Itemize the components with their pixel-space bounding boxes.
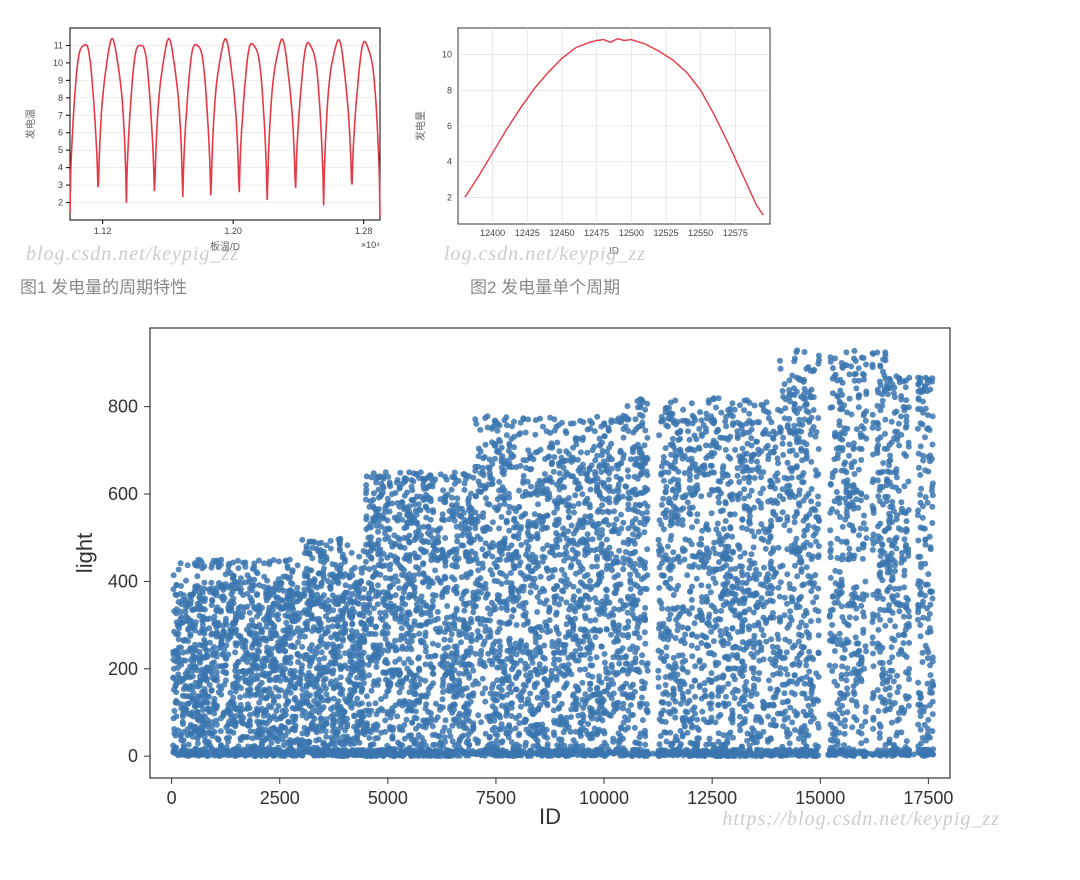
svg-text:1.28: 1.28 [355,226,373,236]
svg-text:9: 9 [58,75,63,85]
svg-text:10: 10 [53,58,63,68]
svg-text:12450: 12450 [549,228,574,238]
svg-text:12475: 12475 [584,228,609,238]
svg-text:17500: 17500 [903,788,953,808]
svg-text:6: 6 [447,121,452,131]
svg-text:7500: 7500 [476,788,516,808]
svg-text:2: 2 [447,192,452,202]
svg-text:ID: ID [539,804,561,829]
svg-text:4: 4 [447,157,452,167]
svg-text:600: 600 [108,484,138,504]
svg-text:8: 8 [58,93,63,103]
svg-text:11: 11 [54,40,63,50]
svg-text:3: 3 [58,180,63,190]
svg-text:2500: 2500 [260,788,300,808]
svg-text:6: 6 [58,128,63,138]
chart2-caption: 图2 发电量单个周期 [470,273,780,298]
svg-text:5000: 5000 [368,788,408,808]
svg-text:12550: 12550 [688,228,713,238]
chart1-svg: 2 3 4 5 6 7 8 9 10 11 1.12 1.20 1.28 ×10⁴ 发电温板温/D [20,20,390,260]
svg-text:10: 10 [442,50,452,60]
svg-text:ID: ID [609,246,619,257]
svg-text:5: 5 [58,145,63,155]
svg-text:10000: 10000 [579,788,629,808]
svg-text:×10⁴: ×10⁴ [361,240,380,250]
svg-text:1.20: 1.20 [224,226,242,236]
chart3-svg: 0 2500 5000 7500 10000 12500 15000 17500 0 200 400… [70,314,970,834]
svg-text:200: 200 [108,659,138,679]
svg-text:4: 4 [58,163,63,173]
svg-text:1.12: 1.12 [94,226,112,236]
svg-text:发电量: 发电量 [414,111,427,141]
svg-text:12500: 12500 [687,788,737,808]
chart1-caption: 图1 发电量的周期特性 [20,273,390,298]
svg-text:7: 7 [58,110,63,120]
svg-text:12400: 12400 [480,228,505,238]
svg-text:板温/D: 板温/D [210,240,240,253]
chart1-container: 2345678910111.121.201.28×10⁴发电温板温/D blog… [20,20,390,310]
chart3-container: 0 2500 5000 7500 10000 12500 15000 17500 0 200 400… [70,314,1060,839]
svg-text:12425: 12425 [515,228,540,238]
svg-text:2: 2 [58,198,63,208]
svg-text:8: 8 [447,85,452,95]
svg-text:0: 0 [167,788,177,808]
chart2-container: 12400 12425 12450 12475 12500 12525 12550 12575… [410,20,780,310]
svg-text:12500: 12500 [619,228,644,238]
svg-text:0: 0 [128,746,138,766]
svg-text:发电温: 发电温 [24,109,37,139]
svg-text:12575: 12575 [723,228,748,238]
svg-text:400: 400 [108,571,138,591]
chart2-svg: 12400 12425 12450 12475 12500 12525 12550 12575… [410,20,780,260]
svg-text:light: light [72,533,97,573]
svg-text:800: 800 [108,397,138,417]
svg-text:15000: 15000 [795,788,845,808]
svg-text:12525: 12525 [653,228,678,238]
